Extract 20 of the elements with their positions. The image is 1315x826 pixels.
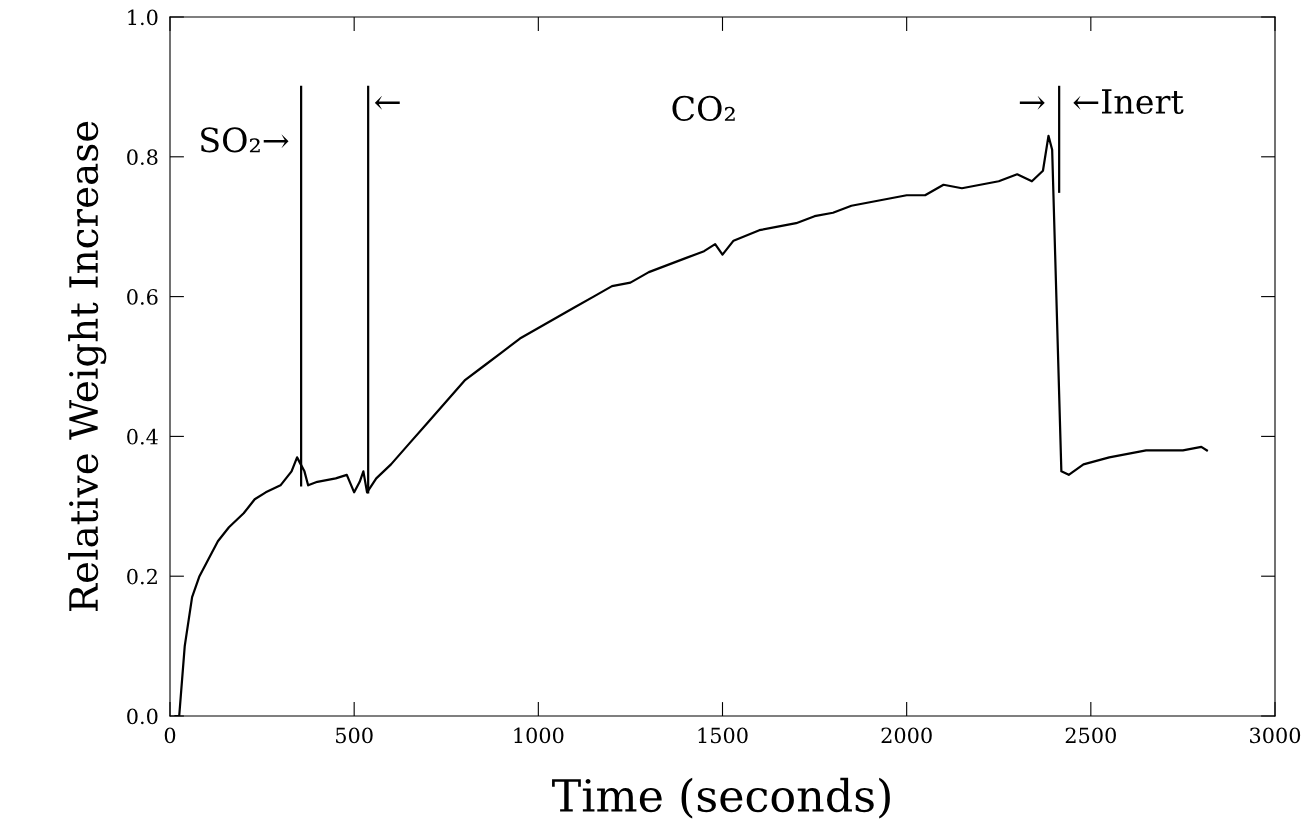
x-tick-label: 2000 [881,727,932,744]
y-axis-title: Relative Weight Increase [68,121,107,612]
y-tick-label: 0.6 [127,289,158,305]
x-tick-label: 500 [336,727,373,744]
annotation: ← [374,95,400,110]
x-tick-label: 3000 [1250,727,1301,744]
x-tick-label: 0 [164,727,176,744]
y-tick-label: 0.2 [127,568,157,585]
y-tick-label: 0.8 [127,149,158,166]
annotation: ←Inert [1073,89,1184,115]
y-tick-label: 0.4 [127,428,158,445]
y-tick-label: 1.0 [128,9,158,26]
annotation: → [1019,95,1045,110]
x-axis-title: Time (seconds) [552,777,890,819]
annotation: CO₂ [672,95,735,122]
y-tick-label: 0.0 [127,708,158,725]
annotation: SO₂→ [201,127,289,153]
x-tick-label: 1500 [698,727,748,744]
x-tick-label: 2500 [1065,727,1116,744]
x-tick-label: 1000 [514,727,564,744]
